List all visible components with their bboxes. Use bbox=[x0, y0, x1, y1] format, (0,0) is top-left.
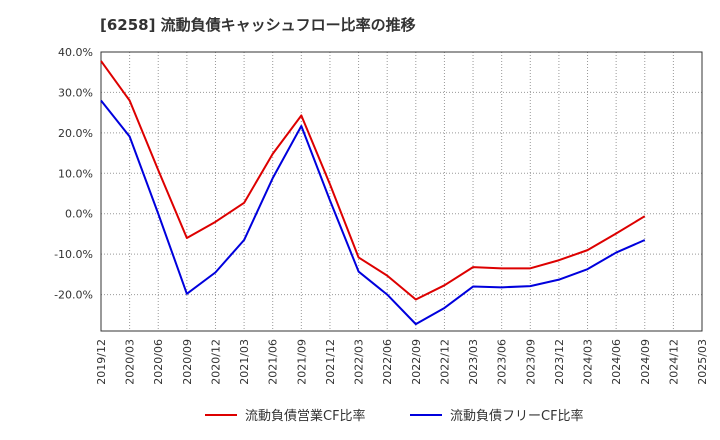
x-tick-label: 2021/06 bbox=[267, 339, 280, 385]
x-tick-label: 2024/06 bbox=[610, 339, 623, 385]
x-tick-label: 2022/09 bbox=[410, 339, 423, 385]
x-tick-label: 2023/09 bbox=[524, 339, 537, 385]
y-tick-label: 40.0% bbox=[58, 46, 93, 59]
y-tick-label: -10.0% bbox=[54, 248, 93, 261]
x-tick-label: 2020/03 bbox=[124, 339, 137, 385]
x-tick-label: 2023/06 bbox=[496, 339, 509, 385]
y-tick-label: 10.0% bbox=[58, 167, 93, 180]
x-tick-label: 2024/03 bbox=[582, 339, 595, 385]
x-tick-label: 2022/03 bbox=[353, 339, 366, 385]
plot-background bbox=[101, 52, 702, 331]
x-tick-label: 2023/03 bbox=[467, 339, 480, 385]
y-tick-label: 20.0% bbox=[58, 127, 93, 140]
series-line-1 bbox=[100, 99, 646, 326]
series-line-0 bbox=[100, 60, 646, 301]
legend: 流動負債営業CF比率 流動負債フリーCF比率 bbox=[205, 408, 584, 424]
x-tick-label: 2021/03 bbox=[238, 339, 251, 385]
y-tick-label: 0.0% bbox=[65, 208, 93, 221]
x-tick-label: 2020/12 bbox=[209, 339, 222, 385]
x-tick-label: 2021/12 bbox=[324, 339, 337, 385]
x-tick-label: 2021/09 bbox=[295, 339, 308, 385]
y-tick-label: -20.0% bbox=[54, 289, 93, 302]
plot-border bbox=[100, 51, 703, 332]
legend-label-1: 流動負債フリーCF比率 bbox=[450, 408, 584, 424]
x-tick-label: 2022/12 bbox=[438, 339, 451, 385]
x-tick-label: 2025/03 bbox=[696, 339, 709, 385]
plot-area: 40.0% 30.0% 20.0% 10.0% 0.0% -10.0% -20.0% 2019… bbox=[54, 46, 709, 385]
chart-title: [6258] 流動負債キャッシュフロー比率の推移 bbox=[100, 16, 416, 34]
x-tick-label: 2023/12 bbox=[553, 339, 566, 385]
x-tick-label: 2024/09 bbox=[639, 339, 652, 385]
x-tick-label: 2022/06 bbox=[381, 339, 394, 385]
x-tick-label: 2020/06 bbox=[152, 339, 165, 385]
x-tick-label: 2024/12 bbox=[667, 339, 680, 385]
legend-label-0: 流動負債営業CF比率 bbox=[245, 408, 366, 424]
x-tick-label: 2019/12 bbox=[95, 339, 108, 385]
y-tick-label: 30.0% bbox=[58, 86, 93, 99]
x-tick-label: 2020/09 bbox=[181, 339, 194, 385]
